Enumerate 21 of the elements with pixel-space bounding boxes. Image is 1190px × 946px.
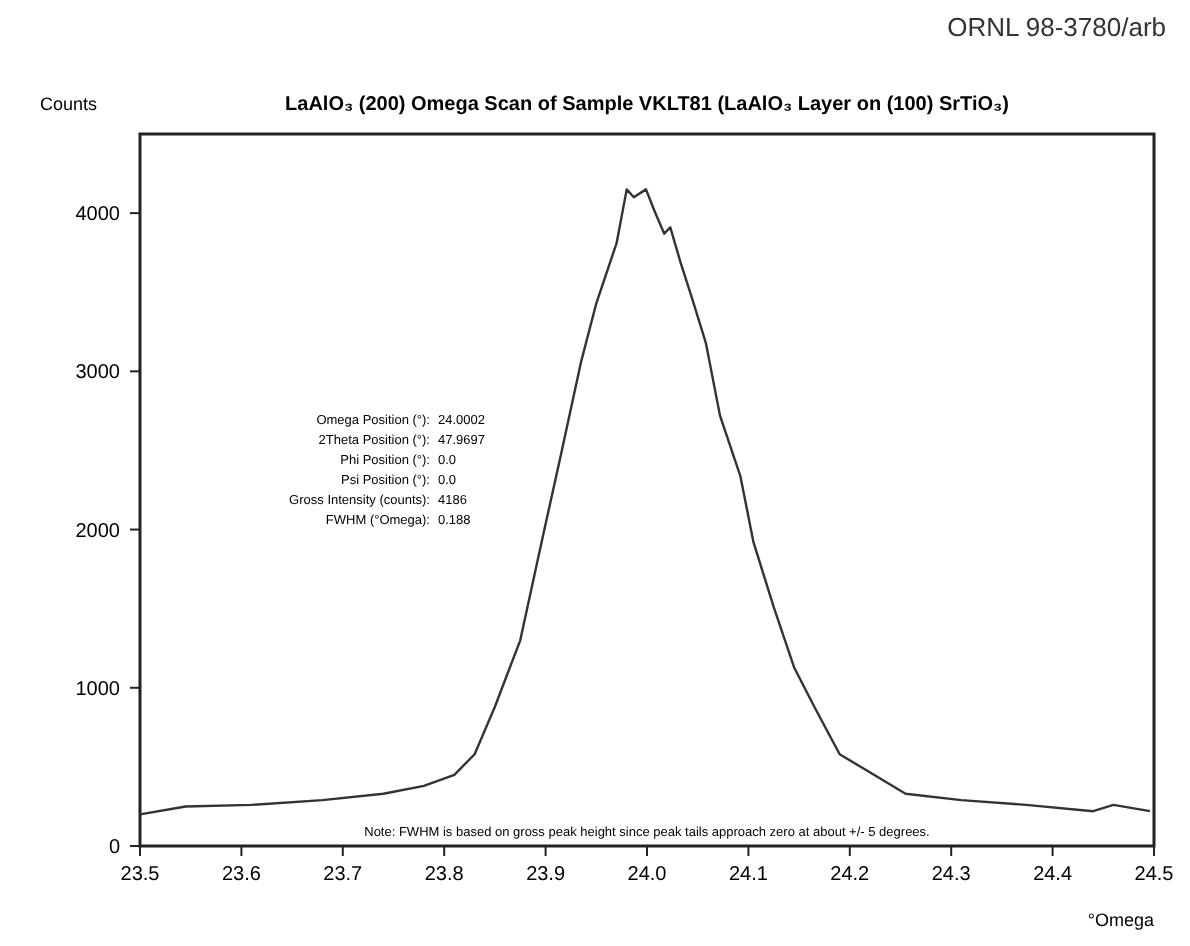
text: ORNL 98-3780/arb xyxy=(947,12,1166,42)
x-tick-label: 24.3 xyxy=(931,864,972,886)
x-tick-label: 23.9 xyxy=(526,864,566,886)
y-tick-label: 3000 xyxy=(75,362,121,385)
x-tick-label: 23.6 xyxy=(221,864,262,886)
y-tick-label: 0 xyxy=(108,837,121,859)
x-tick-label: 24.0 xyxy=(627,864,668,886)
x-tick-label: 23.8 xyxy=(424,864,465,886)
y-tick-label: 1000 xyxy=(75,678,121,701)
y-tick-label: 4000 xyxy=(75,204,121,227)
y-tick-label: 2000 xyxy=(75,520,121,543)
x-tick-label: 24.1 xyxy=(728,864,769,886)
line-series xyxy=(138,188,1152,816)
x-tick-label: 24.4 xyxy=(1033,864,1073,886)
x-tick-label: 23.5 xyxy=(120,864,161,886)
chart-title: LaAlO₃ (200) Omega Scan of Sample VKLT81 (LaAlO₃ Layer on (100) SrTiO₃) xyxy=(285,94,1009,116)
x-tick-label: 23.7 xyxy=(323,864,364,886)
x-axis-title: °Omega xyxy=(1087,910,1154,930)
y-axis-title: Counts xyxy=(40,94,99,114)
x-tick-label: 24.5 xyxy=(1134,864,1175,886)
x-tick-label: 24.2 xyxy=(830,864,871,886)
